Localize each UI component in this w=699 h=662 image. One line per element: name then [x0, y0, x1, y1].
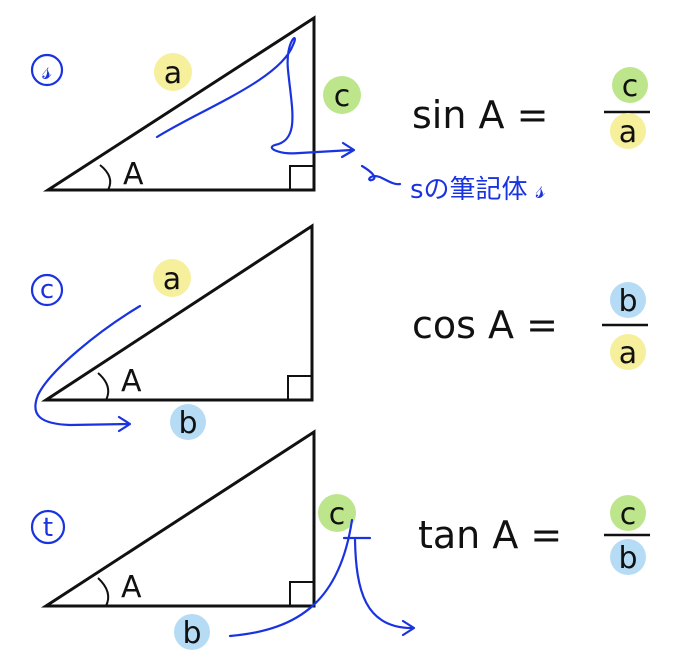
tan-row: t A c b tan A = c b [30, 429, 650, 651]
angle-arc [97, 372, 110, 401]
angle-arc [97, 577, 110, 607]
highlight-b [610, 539, 646, 575]
cursive-s-note: sの筆記体 𝓈 [410, 175, 546, 205]
svg-text:𝓈: 𝓈 [42, 56, 52, 86]
marker-c-circled: c [30, 273, 64, 307]
angle-label: A [121, 364, 142, 399]
side-label-b: b [182, 616, 201, 651]
right-angle-mark [289, 581, 315, 607]
arrow-head [401, 619, 416, 637]
highlight-c [612, 67, 648, 103]
highlight-c [610, 495, 646, 531]
arrow-head [117, 415, 132, 433]
highlight-b [174, 614, 210, 650]
svg-text:t: t [43, 513, 53, 543]
cos-row: c A a b cos A = b a [30, 223, 648, 441]
side-label-c: c [334, 79, 351, 114]
numerator: c [622, 69, 639, 104]
side-label-b: b [178, 406, 197, 441]
arrow-head [340, 141, 356, 159]
cos-equation: cos A = [412, 303, 558, 347]
stroke-arrow [155, 37, 354, 155]
denominator: a [619, 115, 637, 150]
highlight-a [610, 334, 646, 370]
numerator: b [618, 284, 637, 319]
stroke-arrow [228, 518, 414, 638]
highlight-a [610, 113, 646, 149]
highlight-b [610, 282, 646, 318]
stroke-arrow [34, 304, 142, 427]
side-label-c: c [329, 497, 346, 532]
tan-equation: tan A = [418, 513, 562, 557]
highlight-b [170, 404, 206, 440]
angle-label: A [123, 157, 144, 192]
angle-label: A [121, 570, 142, 605]
sin-equation: sin A = [412, 93, 548, 137]
marker-t-circled: t [30, 509, 66, 545]
highlight-c [318, 494, 356, 532]
right-angle-mark [287, 375, 313, 401]
angle-arc [99, 164, 112, 191]
marker-s-circled: 𝓈 [30, 53, 64, 87]
triangle-3 [40, 429, 316, 608]
svg-text:c: c [40, 275, 54, 305]
triangle-1 [42, 15, 316, 192]
sin-row: 𝓈 A a c sの筆記体 𝓈 sin A = c a [30, 15, 650, 205]
right-angle-mark [289, 165, 315, 191]
highlight-a [153, 259, 191, 297]
highlight-a [154, 53, 192, 91]
denominator: b [618, 541, 637, 576]
triangle-2 [40, 223, 314, 402]
side-label-a: a [163, 262, 181, 297]
numerator: c [620, 497, 637, 532]
denominator: a [619, 336, 637, 371]
side-label-a: a [164, 56, 182, 91]
highlight-c [323, 76, 361, 114]
note-connector [360, 164, 402, 186]
